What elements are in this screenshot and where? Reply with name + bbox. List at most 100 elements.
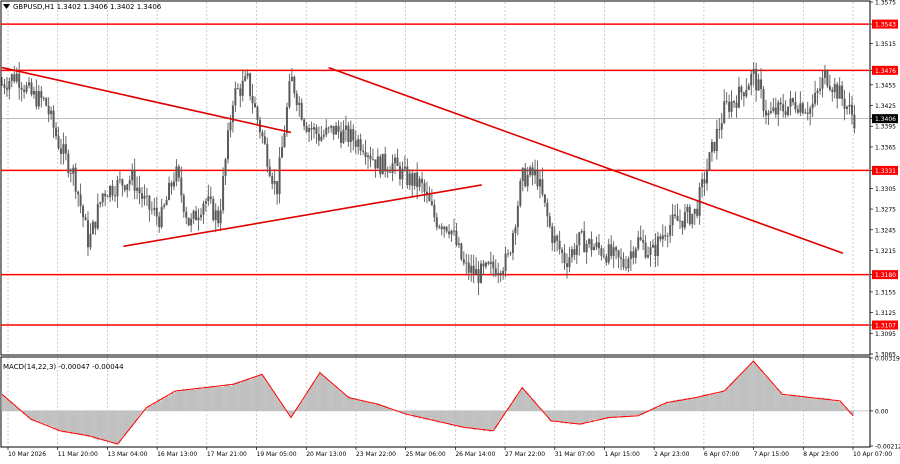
trend-line[interactable] [1,66,292,134]
candle-body [190,218,193,226]
candle-body [838,85,841,99]
price-pane-border [0,0,871,356]
candle-body [418,178,421,187]
candle-body [113,195,116,197]
candle-body [519,181,522,206]
macd-label: 0.00319 [875,356,900,363]
level-price-tag [872,19,898,29]
candle-body [8,81,11,90]
price-candles [1,61,856,295]
time-label: 7 Apr 15:00 [754,451,789,458]
candle-body [413,172,416,186]
candle-body [109,185,112,198]
candle-body [153,207,156,210]
trend-line[interactable] [328,66,844,254]
candle-body [15,73,18,82]
candle-body [310,128,313,130]
candle-body [610,244,613,257]
candle-body [477,269,480,283]
candle-body [126,184,129,191]
candle-body [401,168,404,180]
candle-body [450,230,453,235]
level-price-label: 1.3107 [875,323,896,330]
candle-body [465,262,468,264]
candle-body [543,194,546,203]
candle-body [656,236,659,257]
candle-body [529,167,532,176]
candle-body [836,84,839,99]
candle-body [86,220,89,248]
candle-body [290,76,293,82]
collapse-arrow-icon[interactable] [3,4,10,9]
candle-body [612,247,615,257]
candle-body [335,125,338,135]
candle-body [303,119,306,127]
candle-body [320,136,323,141]
candle-body [489,261,492,264]
time-label: 27 Mar 22:00 [505,451,545,458]
candle-body [1,84,3,85]
candle-body [268,166,271,177]
candle-body [352,129,355,141]
candle-body [475,269,478,275]
candle-body [796,109,799,113]
candle-body [823,70,826,78]
candle-body [664,235,667,237]
price-label: 1.3245 [875,227,896,234]
candle-body [846,106,849,109]
candle-body [362,150,365,152]
candle-body [819,88,822,91]
candle-body [602,255,605,257]
candle-body [133,169,136,191]
candle-body [288,81,291,108]
candle-body [651,244,654,248]
candle-body [467,262,470,273]
candle-body [315,127,318,135]
candle-body [615,247,618,251]
candle-body [72,167,75,174]
candle-body [593,247,596,250]
price-label: 1.3275 [875,207,896,214]
candle-body [435,217,438,228]
macd-label: -0.00212 [875,444,900,451]
candle-body [406,166,409,186]
candle-body [160,206,163,228]
trend-lines[interactable] [1,66,844,254]
candle-body [266,143,269,167]
trend-line[interactable] [123,184,482,248]
candle-body [573,249,576,255]
candle-body [231,105,234,123]
candle-body [841,85,844,99]
candle-body [541,179,544,195]
candle-body [814,92,817,104]
candle-body [150,209,153,211]
time-label: 2 Apr 23:00 [654,451,689,458]
candle-body [342,129,345,143]
candle-body [482,263,485,267]
candle-body [578,232,581,246]
candle-body [833,84,836,93]
candle-body [244,76,247,81]
candle-body [526,175,529,187]
candle-body [40,91,43,99]
candle-body [688,206,691,225]
candle-body [28,82,31,86]
time-label: 23 Mar 22:00 [356,451,396,458]
candle-body [452,230,455,232]
candle-body [13,74,16,82]
candle-body [764,110,767,116]
candle-body [263,136,266,144]
candle-body [246,73,249,77]
candle-body [411,173,414,186]
candle-body [367,155,370,158]
candle-body [145,195,148,197]
candle-body [396,157,399,166]
horizontal-levels[interactable] [1,23,869,326]
candle-body [649,247,652,255]
candle-body [143,195,146,199]
level-price-label: 1.3331 [875,168,896,175]
candle-body [848,104,851,107]
candle-body [624,267,627,269]
